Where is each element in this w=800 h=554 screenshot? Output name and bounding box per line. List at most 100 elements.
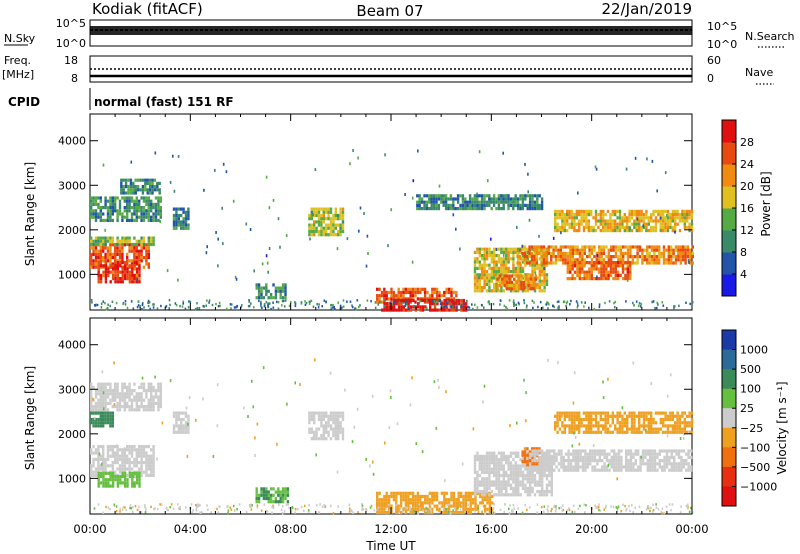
power-cell — [147, 265, 150, 269]
velocity-cell — [378, 510, 381, 515]
velocity-cell — [399, 494, 403, 499]
power-cell — [476, 306, 479, 309]
velocity-cell — [334, 427, 337, 431]
velocity-cell — [495, 461, 498, 465]
power-cell — [533, 248, 536, 252]
velocity-cell — [567, 462, 570, 466]
velocity-cell — [329, 427, 333, 431]
power-cell — [638, 229, 641, 233]
power-cell — [493, 254, 496, 258]
power-cell — [400, 298, 403, 303]
power-cell — [540, 261, 543, 265]
power-cell — [442, 304, 444, 308]
velocity-cell — [157, 408, 160, 412]
velocity-cell — [533, 455, 537, 459]
velocity-cell — [641, 449, 645, 453]
power-cell — [483, 282, 486, 286]
power-cell — [416, 194, 419, 198]
power-cell — [172, 217, 176, 221]
velocity-cell — [687, 455, 690, 459]
power-cell — [351, 305, 354, 309]
power-cell — [457, 298, 461, 303]
velocity-cell — [126, 389, 129, 393]
power-cell — [521, 270, 525, 274]
power-cell — [126, 262, 129, 266]
power-cell — [473, 197, 477, 201]
velocity-cell — [497, 480, 501, 484]
velocity-cell — [495, 464, 498, 468]
power-cell — [488, 273, 491, 277]
velocity-cell — [512, 490, 515, 494]
power-cell — [337, 233, 340, 237]
power-cell — [135, 202, 138, 206]
velocity-cell — [128, 392, 131, 396]
power-cell — [116, 215, 119, 219]
velocity-cell — [545, 468, 549, 472]
velocity-cell — [558, 411, 562, 415]
power-cell — [569, 248, 572, 252]
velocity-cell — [443, 504, 446, 508]
power-cell — [172, 226, 176, 230]
power-cell — [329, 223, 333, 227]
velocity-cell — [322, 427, 325, 431]
power-cell — [505, 270, 508, 274]
power-cell — [662, 225, 665, 229]
power-cell — [407, 287, 410, 291]
power-cell — [621, 277, 625, 281]
power-cell — [116, 252, 119, 256]
power-cell — [495, 266, 498, 270]
power-cell — [529, 280, 533, 284]
velocity-cell — [126, 405, 129, 409]
power-cell — [527, 280, 530, 284]
power-cell — [339, 233, 342, 237]
velocity-cell — [639, 462, 642, 466]
power-cell — [124, 237, 127, 241]
velocity-cell — [114, 461, 117, 465]
power-cell — [426, 290, 429, 295]
power-cell — [556, 216, 559, 220]
velocity-cell — [512, 451, 515, 455]
power-cell — [459, 194, 462, 198]
power-y-tick-label: 2000 — [58, 224, 86, 237]
power-cell — [583, 261, 586, 265]
power-cell — [104, 218, 107, 222]
velocity-cell — [548, 449, 551, 453]
power-cell — [123, 270, 127, 274]
power-cell — [662, 209, 665, 213]
power-cell — [599, 216, 602, 220]
power-cell — [279, 296, 282, 300]
velocity-cell — [558, 417, 562, 422]
velocity-cell — [269, 496, 273, 501]
velocity-cell — [514, 470, 517, 474]
velocity-cell — [680, 459, 683, 463]
velocity-cell — [116, 385, 119, 389]
power-cell — [543, 270, 546, 274]
velocity-cell — [154, 395, 158, 399]
power-cell — [265, 286, 268, 290]
power-cell — [500, 282, 503, 286]
power-cell — [625, 167, 628, 171]
power-cell — [688, 222, 691, 226]
power-cell — [505, 260, 508, 264]
power-cell — [607, 273, 610, 277]
power-cell — [102, 239, 105, 243]
power-cell — [488, 302, 491, 306]
power-cell — [594, 219, 598, 223]
power-cell — [588, 270, 591, 274]
velocity-cell — [322, 437, 325, 441]
power-cell — [483, 276, 486, 280]
power-cell — [521, 194, 525, 198]
power-cell — [521, 197, 525, 201]
velocity-cell — [102, 414, 105, 418]
power-cell — [432, 299, 434, 303]
power-cell — [123, 206, 126, 210]
velocity-cell — [493, 458, 496, 462]
power-cell — [581, 245, 584, 249]
velocity-cell — [502, 480, 505, 484]
power-cell — [473, 194, 477, 198]
power-cell — [156, 307, 159, 310]
power-cell — [576, 258, 579, 262]
power-cell — [104, 267, 108, 271]
power-cell — [614, 213, 617, 217]
power-cell — [402, 290, 405, 295]
